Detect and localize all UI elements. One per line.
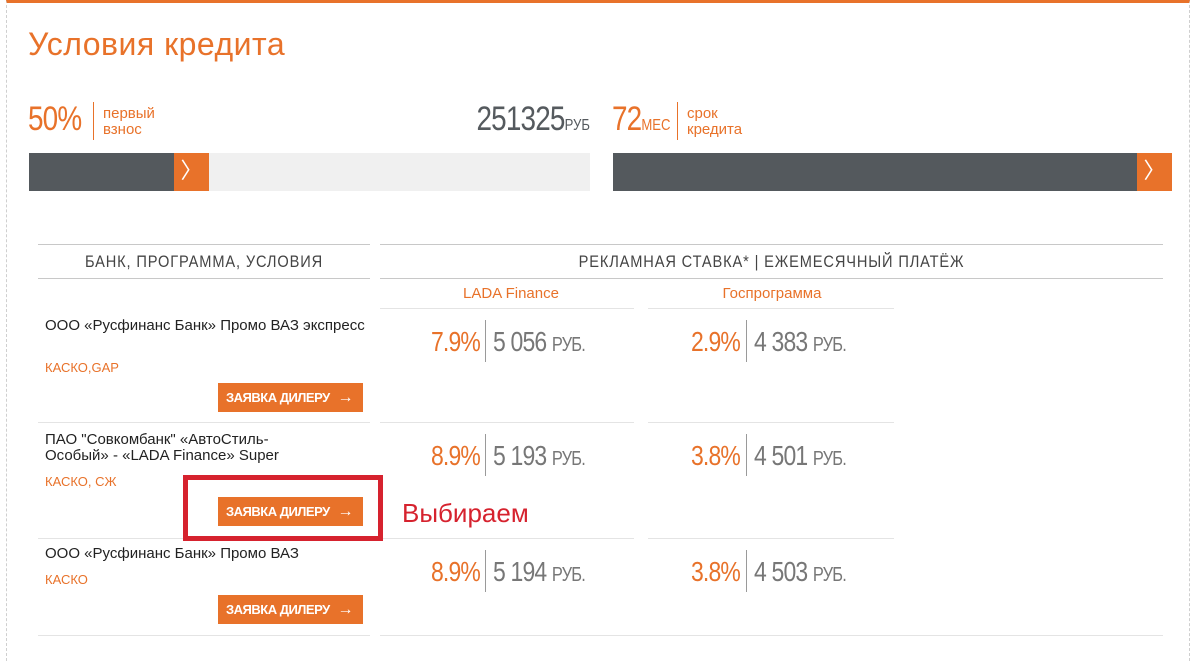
divider xyxy=(380,278,1163,279)
bank-conditions: КАСКО,GAP xyxy=(45,360,119,375)
down-payment-amount: 251325РУБ xyxy=(476,100,590,138)
separator xyxy=(485,320,486,362)
gos-payment: 4 503 РУБ. xyxy=(754,556,847,587)
term-slider-handle[interactable]: 〉 xyxy=(1137,153,1172,191)
subheader-lada-finance: LADA Finance xyxy=(463,285,559,302)
gos-rate: 3.8% xyxy=(690,440,741,471)
lada-rate: 7.9% xyxy=(430,326,481,357)
divider xyxy=(648,538,894,539)
term-slider[interactable]: 〉 xyxy=(613,153,1172,191)
page-frame xyxy=(6,0,1190,661)
chevron-right-icon: 〉 xyxy=(180,159,203,184)
lada-payment: 5 194 РУБ. xyxy=(493,556,586,587)
divider xyxy=(380,308,634,309)
gos-payment: 4 383 РУБ. xyxy=(754,326,847,357)
separator xyxy=(485,434,486,476)
bank-program-name: ООО «Русфинанс Банк» Промо ВАЗ xyxy=(45,545,299,562)
divider xyxy=(380,244,1163,245)
dealer-request-button[interactable]: ЗАЯВКА ДИЛЕРУ → xyxy=(218,383,363,412)
divider xyxy=(380,422,634,423)
bank-program-name: ООО «Русфинанс Банк» Промо ВАЗ экспресс xyxy=(45,317,365,334)
lada-rate: 8.9% xyxy=(430,556,481,587)
lada-payment: 5 193 РУБ. xyxy=(493,440,586,471)
lada-payment: 5 056 РУБ. xyxy=(493,326,586,357)
gos-rate: 2.9% xyxy=(690,326,741,357)
down-payment-percent: 50% xyxy=(28,100,82,138)
divider xyxy=(38,422,370,423)
arrow-right-icon: → xyxy=(337,601,354,618)
bank-conditions: КАСКО xyxy=(45,572,88,587)
dealer-request-button[interactable]: ЗАЯВКА ДИЛЕРУ → xyxy=(218,497,363,526)
separator xyxy=(746,320,747,362)
gos-payment: 4 501 РУБ. xyxy=(754,440,847,471)
arrow-right-icon: → xyxy=(337,389,354,406)
bank-program-name: ПАО "Совкомбанк" «АвтоСтиль-Особый» - «L… xyxy=(45,431,279,464)
divider xyxy=(380,538,634,539)
gos-rate: 3.8% xyxy=(690,556,741,587)
divider xyxy=(380,635,1163,636)
bank-conditions: КАСКО, СЖ xyxy=(45,474,117,489)
separator xyxy=(677,102,678,140)
column-header-rates: РЕКЛАМНАЯ СТАВКА* | ЕЖЕМЕСЯЧНЫЙ ПЛАТЁЖ xyxy=(578,252,965,271)
annotation-label: Выбираем xyxy=(402,498,529,528)
down-payment-slider[interactable]: 〉 xyxy=(29,153,590,191)
column-header-bank: БАНК, ПРОГРАММА, УСЛОВИЯ xyxy=(84,252,323,271)
subheader-gosprogramma: Госпрограмма xyxy=(722,285,822,302)
separator xyxy=(746,550,747,592)
term-label: срок кредита xyxy=(687,105,743,138)
highlight-box xyxy=(183,475,383,541)
arrow-right-icon: → xyxy=(337,503,354,520)
divider xyxy=(38,278,370,279)
term-slider-fill xyxy=(613,153,1172,191)
down-payment-slider-handle[interactable]: 〉 xyxy=(174,153,209,191)
term-value: 72МЕС xyxy=(612,100,671,138)
lada-rate: 8.9% xyxy=(430,440,481,471)
separator xyxy=(93,102,94,140)
divider xyxy=(38,635,370,636)
divider xyxy=(38,244,370,245)
separator xyxy=(746,434,747,476)
down-payment-label: первый взнос xyxy=(103,105,155,138)
page-title: Условия кредита xyxy=(28,26,286,62)
dealer-request-button[interactable]: ЗАЯВКА ДИЛЕРУ → xyxy=(218,595,363,624)
divider xyxy=(648,422,894,423)
separator xyxy=(485,550,486,592)
divider xyxy=(648,308,894,309)
chevron-right-icon: 〉 xyxy=(1143,159,1166,184)
